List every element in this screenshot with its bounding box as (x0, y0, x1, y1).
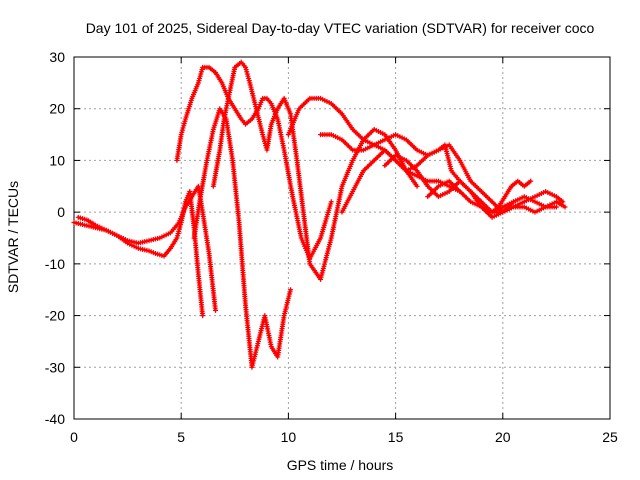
x-tick-label: 5 (177, 429, 185, 445)
series-track-4 (210, 59, 420, 282)
x-tick-label: 0 (70, 429, 78, 445)
plot-frame (73, 56, 611, 420)
data-point (414, 183, 420, 189)
y-tick-label: -10 (45, 256, 65, 272)
x-axis-label: GPS time / hours (287, 457, 394, 473)
y-tick-label: -40 (45, 411, 65, 427)
data-point (288, 287, 294, 293)
data-point (213, 307, 219, 313)
y-axis-label: SDTVAR / TECUs (5, 181, 21, 293)
data-point (328, 199, 334, 205)
series-track-3 (174, 64, 334, 262)
data-point (528, 178, 534, 184)
data-point (200, 313, 206, 319)
y-tick-label: 20 (49, 101, 65, 117)
y-tick-label: -20 (45, 308, 65, 324)
x-tick-label: 10 (281, 429, 297, 445)
axes: 0 5 10 15 20 25 -40 -30 -20 -10 0 10 20 30 (45, 49, 618, 445)
x-tick-label: 15 (388, 429, 404, 445)
series-track-5 (191, 106, 294, 370)
y-tick-label: 30 (49, 49, 65, 65)
chart-title: Day 101 of 2025, Sidereal Day-to-day VTE… (86, 20, 595, 36)
grid (74, 57, 610, 419)
y-tick-label: 0 (57, 204, 65, 220)
x-tick-label: 25 (602, 429, 618, 445)
y-tick-label: -30 (45, 359, 65, 375)
data-layer (71, 59, 568, 370)
data-point (553, 204, 559, 210)
x-tick-label: 20 (495, 429, 511, 445)
y-tick-label: 10 (49, 152, 65, 168)
data-point (562, 204, 568, 210)
series-track-11 (489, 178, 534, 215)
